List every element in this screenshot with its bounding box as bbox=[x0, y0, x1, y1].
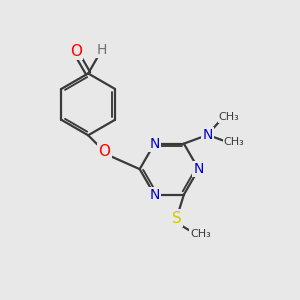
Text: CH₃: CH₃ bbox=[190, 230, 211, 239]
Text: CH₃: CH₃ bbox=[218, 112, 239, 122]
Text: O: O bbox=[70, 44, 82, 59]
Text: N: N bbox=[149, 188, 160, 202]
Text: S: S bbox=[172, 211, 182, 226]
Text: N: N bbox=[149, 136, 160, 151]
Text: N: N bbox=[202, 128, 213, 142]
Text: H: H bbox=[97, 43, 107, 57]
Text: N: N bbox=[194, 162, 204, 176]
Text: CH₃: CH₃ bbox=[224, 137, 244, 147]
Text: O: O bbox=[98, 144, 110, 159]
